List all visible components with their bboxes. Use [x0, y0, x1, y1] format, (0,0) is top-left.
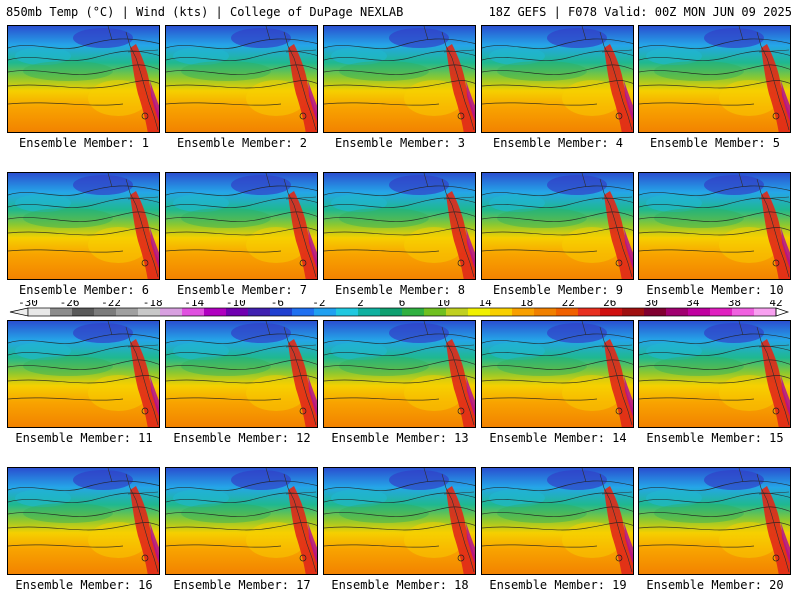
colorbar-tick-label: -30 [18, 300, 38, 309]
colorbar-swatch [666, 308, 689, 316]
ensemble-map-panel [7, 172, 160, 280]
colorbar-swatch [314, 308, 337, 316]
ensemble-member-label: Ensemble Member: 7 [176, 283, 308, 297]
colorbar-tick-label: 6 [399, 300, 406, 309]
ensemble-member-label: Ensemble Member: 13 [331, 431, 469, 445]
colorbar-swatch [116, 308, 139, 316]
ensemble-map-panel [481, 172, 634, 280]
ensemble-map-panel [7, 320, 160, 428]
colorbar-swatch [468, 308, 491, 316]
colorbar-tick-label: -10 [226, 300, 246, 309]
ensemble-member-label: Ensemble Member: 20 [646, 578, 784, 592]
ensemble-member-label: Ensemble Member: 8 [334, 283, 466, 297]
colorbar-swatch [160, 308, 183, 316]
colorbar-swatch [688, 308, 711, 316]
ensemble-member-label: Ensemble Member: 17 [173, 578, 311, 592]
model-valid-time: 18Z GEFS | F078 Valid: 00Z MON JUN 09 20… [488, 5, 792, 19]
ensemble-map-panel [638, 320, 791, 428]
ensemble-member-label: Ensemble Member: 11 [15, 431, 153, 445]
colorbar-swatch [622, 308, 645, 316]
colorbar-tick-label: -6 [271, 300, 284, 309]
ensemble-member-label: Ensemble Member: 15 [646, 431, 784, 445]
colorbar-tick-label: 2 [357, 300, 364, 309]
colorbar-swatch [50, 308, 73, 316]
colorbar-swatch [380, 308, 403, 316]
colorbar-tick-label: 34 [686, 300, 700, 309]
colorbar-left-arrow [9, 307, 29, 317]
ensemble-map-panel [323, 25, 476, 133]
colorbar-tick-label: 14 [478, 300, 492, 309]
ensemble-map-panel [165, 25, 318, 133]
colorbar-swatch [644, 308, 667, 316]
colorbar-swatch [424, 308, 447, 316]
colorbar-tick-label: 38 [728, 300, 741, 309]
colorbar-swatch [94, 308, 117, 316]
ensemble-map-panel [638, 25, 791, 133]
colorbar-swatch [336, 308, 359, 316]
ensemble-member-label: Ensemble Member: 18 [331, 578, 469, 592]
colorbar-tick-label: -22 [101, 300, 121, 309]
colorbar-swatch [226, 308, 249, 316]
colorbar-swatch [732, 308, 755, 316]
temperature-colorbar: -30 -26 -22 -18 -14 -10 -6 -2 2 6 10 14 18 22 26 30 34 38… [9, 300, 790, 317]
colorbar-swatch [490, 308, 513, 316]
colorbar-outline [27, 307, 777, 317]
colorbar-swatch [292, 308, 315, 316]
colorbar-swatch [578, 308, 601, 316]
colorbar-tick-label: 22 [562, 300, 575, 309]
ensemble-member-label: Ensemble Member: 6 [18, 283, 150, 297]
colorbar-swatch [270, 308, 293, 316]
colorbar-tick-label: 30 [645, 300, 658, 309]
ensemble-member-label: Ensemble Member: 19 [489, 578, 627, 592]
ensemble-member-label: Ensemble Member: 16 [15, 578, 153, 592]
ensemble-map-panel [165, 172, 318, 280]
colorbar-tick-label: 10 [437, 300, 450, 309]
ensemble-member-label: Ensemble Member: 2 [176, 136, 308, 150]
ensemble-member-label: Ensemble Member: 5 [649, 136, 781, 150]
colorbar-right-arrow [775, 307, 790, 317]
ensemble-map-panel [7, 25, 160, 133]
colorbar-tick-label: -18 [143, 300, 163, 309]
ensemble-map-panel [481, 25, 634, 133]
colorbar-swatch [358, 308, 381, 316]
ensemble-map-panel [7, 467, 160, 575]
ensemble-map-panel [323, 172, 476, 280]
colorbar-swatch [754, 308, 777, 316]
colorbar-swatch [512, 308, 535, 316]
ensemble-map-panel [165, 320, 318, 428]
ensemble-map-panel [481, 320, 634, 428]
colorbar-swatch [710, 308, 733, 316]
ensemble-map-panel [323, 467, 476, 575]
colorbar-swatch [204, 308, 227, 316]
colorbar-tick-label: 26 [603, 300, 616, 309]
ensemble-member-label: Ensemble Member: 12 [173, 431, 311, 445]
colorbar-swatch [138, 308, 161, 316]
colorbar-swatch [248, 308, 271, 316]
ensemble-map-panel [323, 320, 476, 428]
ensemble-member-label: Ensemble Member: 1 [18, 136, 150, 150]
colorbar-tick-label: 18 [520, 300, 533, 309]
colorbar-swatch [556, 308, 579, 316]
ensemble-member-label: Ensemble Member: 4 [492, 136, 624, 150]
colorbar-tick-label: -2 [312, 300, 325, 309]
colorbar-swatch [446, 308, 469, 316]
ensemble-member-label: Ensemble Member: 10 [646, 283, 784, 297]
ensemble-member-label: Ensemble Member: 9 [492, 283, 624, 297]
colorbar-swatch [182, 308, 205, 316]
colorbar-swatch [534, 308, 557, 316]
colorbar-swatch [402, 308, 425, 316]
colorbar-tick-label: 42 [769, 300, 782, 309]
ensemble-map-panel [165, 467, 318, 575]
ensemble-member-label: Ensemble Member: 3 [334, 136, 466, 150]
ensemble-map-panel [638, 172, 791, 280]
colorbar-swatch [28, 308, 51, 316]
colorbar-swatch [600, 308, 623, 316]
colorbar-swatch [72, 308, 95, 316]
map-title: 850mb Temp (°C) | Wind (kts) | College o… [6, 5, 404, 19]
ensemble-member-label: Ensemble Member: 14 [489, 431, 627, 445]
colorbar-tick-label: -14 [184, 300, 204, 309]
ensemble-map-panel [481, 467, 634, 575]
ensemble-map-panel [638, 467, 791, 575]
colorbar-tick-label: -26 [60, 300, 80, 309]
